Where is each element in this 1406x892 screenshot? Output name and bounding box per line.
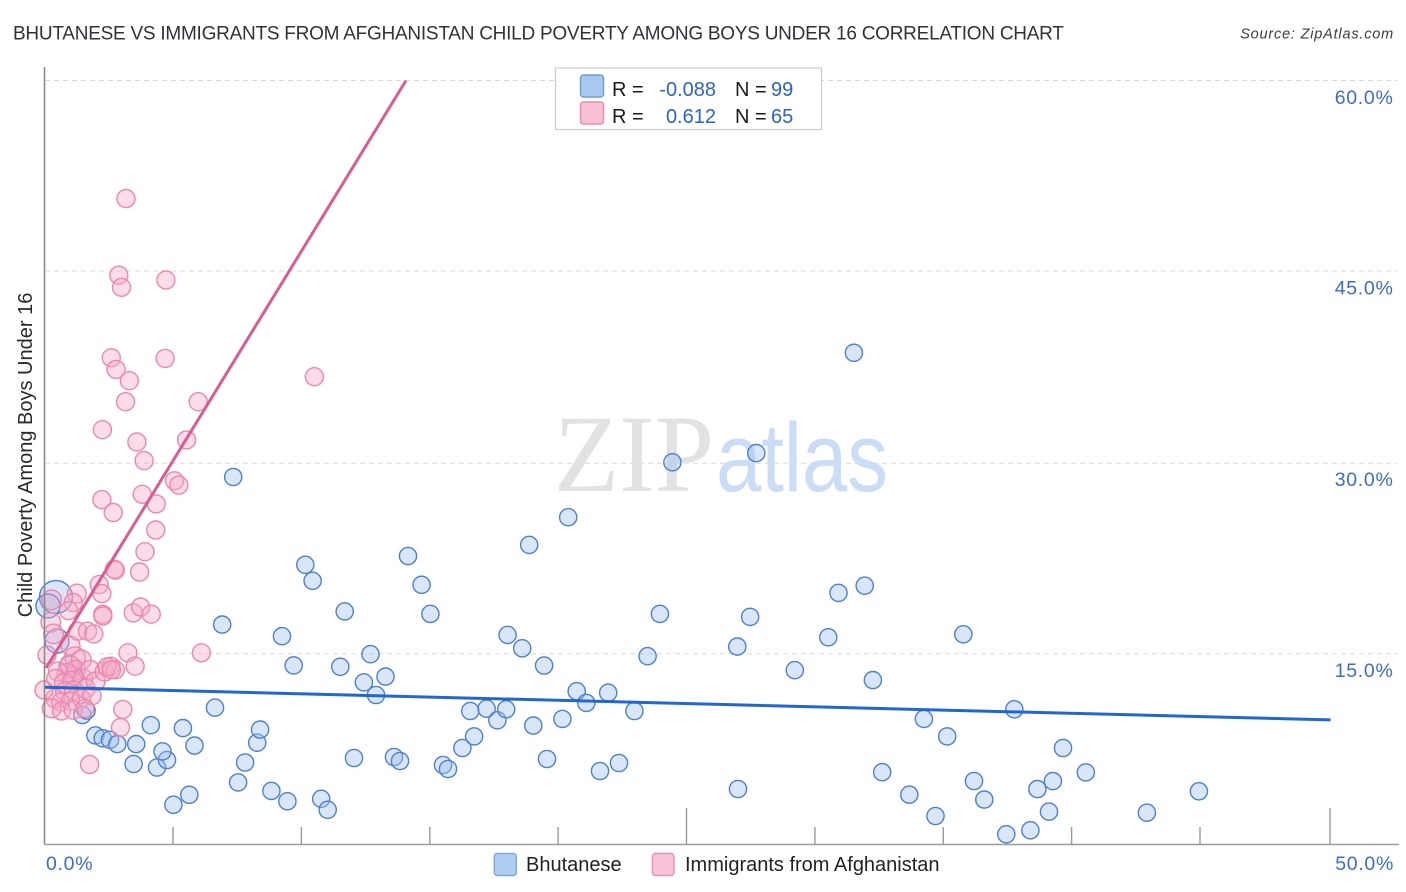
svg-text:Bhutanese: Bhutanese — [526, 854, 622, 876]
svg-text:-0.088: -0.088 — [659, 79, 716, 101]
svg-text:30.0%: 30.0% — [1335, 469, 1394, 491]
svg-text:R =: R = — [612, 79, 644, 101]
svg-text:N =: N = — [735, 79, 767, 101]
svg-text:Child Poverty Among Boys Under: Child Poverty Among Boys Under 16 — [15, 293, 37, 618]
svg-text:65: 65 — [771, 106, 793, 128]
svg-text:R =: R = — [612, 106, 644, 128]
svg-text:N =: N = — [735, 106, 767, 128]
svg-text:50.0%: 50.0% — [1335, 853, 1394, 875]
svg-text:60.0%: 60.0% — [1335, 87, 1394, 109]
svg-text:Source: ZipAtlas.com: Source: ZipAtlas.com — [1240, 27, 1394, 43]
svg-text:15.0%: 15.0% — [1335, 660, 1394, 682]
svg-text:ZIP: ZIP — [554, 393, 714, 515]
svg-text:99: 99 — [771, 79, 793, 101]
svg-text:Immigrants from Afghanistan: Immigrants from Afghanistan — [685, 854, 940, 876]
svg-text:atlas: atlas — [716, 403, 888, 512]
svg-text:0.612: 0.612 — [666, 106, 716, 128]
svg-text:0.0%: 0.0% — [46, 853, 93, 875]
svg-text:45.0%: 45.0% — [1335, 278, 1394, 300]
svg-text:BHUTANESE VS IMMIGRANTS FROM A: BHUTANESE VS IMMIGRANTS FROM AFGHANISTAN… — [13, 24, 1064, 45]
